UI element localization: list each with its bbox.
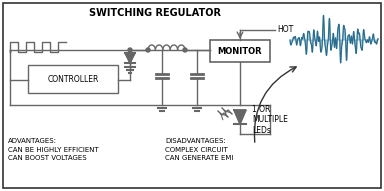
Text: 1 OR
MULTIPLE
LEDs: 1 OR MULTIPLE LEDs (252, 105, 288, 135)
Bar (210, 40, 270, 62)
Text: CONTROLLER: CONTROLLER (47, 74, 99, 83)
Polygon shape (125, 53, 135, 63)
Circle shape (183, 48, 187, 52)
Circle shape (128, 48, 132, 52)
Polygon shape (234, 110, 246, 124)
Text: HOT: HOT (277, 26, 293, 35)
Circle shape (146, 48, 150, 52)
Bar (28, 65, 118, 93)
Text: DISADVANTAGES:
COMPLEX CIRCUIT
CAN GENERATE EMI: DISADVANTAGES: COMPLEX CIRCUIT CAN GENER… (165, 138, 233, 161)
Text: SWITCHING REGULATOR: SWITCHING REGULATOR (89, 8, 221, 18)
Text: MONITOR: MONITOR (218, 46, 262, 56)
Text: ADVANTAGES:
CAN BE HIGHLY EFFICIENT
CAN BOOST VOLTAGES: ADVANTAGES: CAN BE HIGHLY EFFICIENT CAN … (8, 138, 99, 161)
